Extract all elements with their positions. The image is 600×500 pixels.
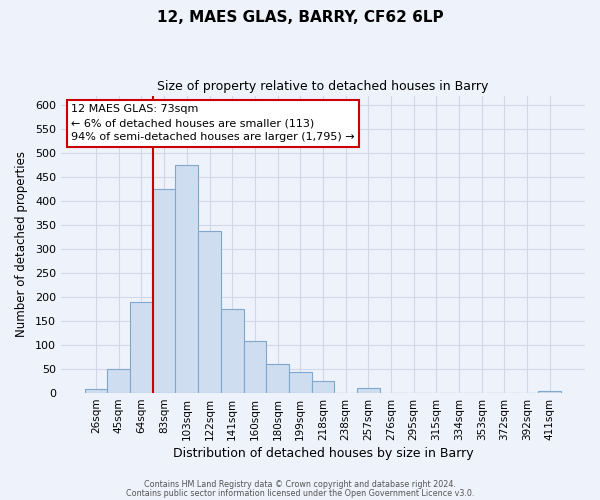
Bar: [221, 309, 244, 393]
Bar: [538, 390, 561, 393]
Bar: [244, 341, 266, 393]
Text: Contains public sector information licensed under the Open Government Licence v3: Contains public sector information licen…: [126, 488, 474, 498]
Text: Contains HM Land Registry data © Crown copyright and database right 2024.: Contains HM Land Registry data © Crown c…: [144, 480, 456, 489]
X-axis label: Distribution of detached houses by size in Barry: Distribution of detached houses by size …: [173, 447, 473, 460]
Bar: [198, 231, 221, 393]
Bar: [85, 389, 107, 393]
Bar: [175, 165, 198, 393]
Bar: [130, 302, 153, 393]
Bar: [357, 388, 380, 393]
Bar: [289, 372, 311, 393]
Text: 12, MAES GLAS, BARRY, CF62 6LP: 12, MAES GLAS, BARRY, CF62 6LP: [157, 10, 443, 25]
Y-axis label: Number of detached properties: Number of detached properties: [15, 152, 28, 338]
Bar: [107, 369, 130, 393]
Bar: [153, 189, 175, 393]
Bar: [266, 364, 289, 393]
Title: Size of property relative to detached houses in Barry: Size of property relative to detached ho…: [157, 80, 488, 93]
Bar: [311, 381, 334, 393]
Text: 12 MAES GLAS: 73sqm
← 6% of detached houses are smaller (113)
94% of semi-detach: 12 MAES GLAS: 73sqm ← 6% of detached hou…: [71, 104, 355, 142]
